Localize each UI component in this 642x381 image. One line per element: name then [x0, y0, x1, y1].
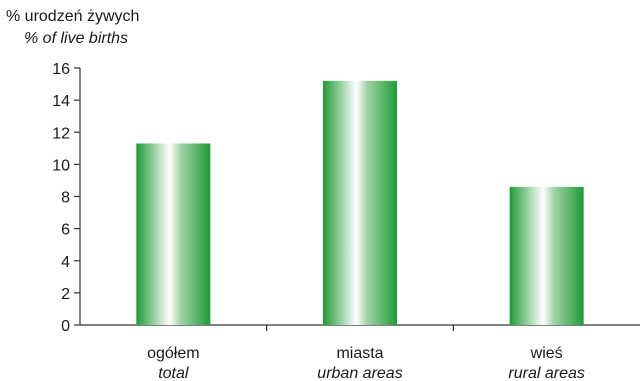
y-tick-label: 14 [52, 93, 70, 110]
y-tick-label: 8 [61, 190, 70, 207]
y-axis-label-english: % of live births [24, 30, 129, 47]
y-tick-label: 6 [61, 222, 70, 239]
x-tick-label-english: urban areas [317, 365, 402, 381]
bar [323, 80, 397, 325]
x-tick-label: ogółem [147, 345, 199, 362]
y-tick-label: 12 [52, 125, 70, 142]
x-tick-label-english: rural areas [508, 365, 584, 381]
y-tick-label: 16 [52, 61, 70, 78]
y-tick-label: 0 [61, 318, 70, 335]
bar [509, 186, 584, 325]
x-tick-label: wieś [530, 345, 563, 362]
bar [136, 143, 211, 325]
y-tick-label: 2 [61, 286, 70, 303]
y-tick-label: 10 [52, 157, 70, 174]
x-tick-label-english: total [158, 365, 189, 381]
x-tick-label: miasta [336, 345, 383, 362]
y-axis-label: % urodzeń żywych [6, 8, 140, 25]
y-tick-label: 4 [61, 254, 70, 271]
